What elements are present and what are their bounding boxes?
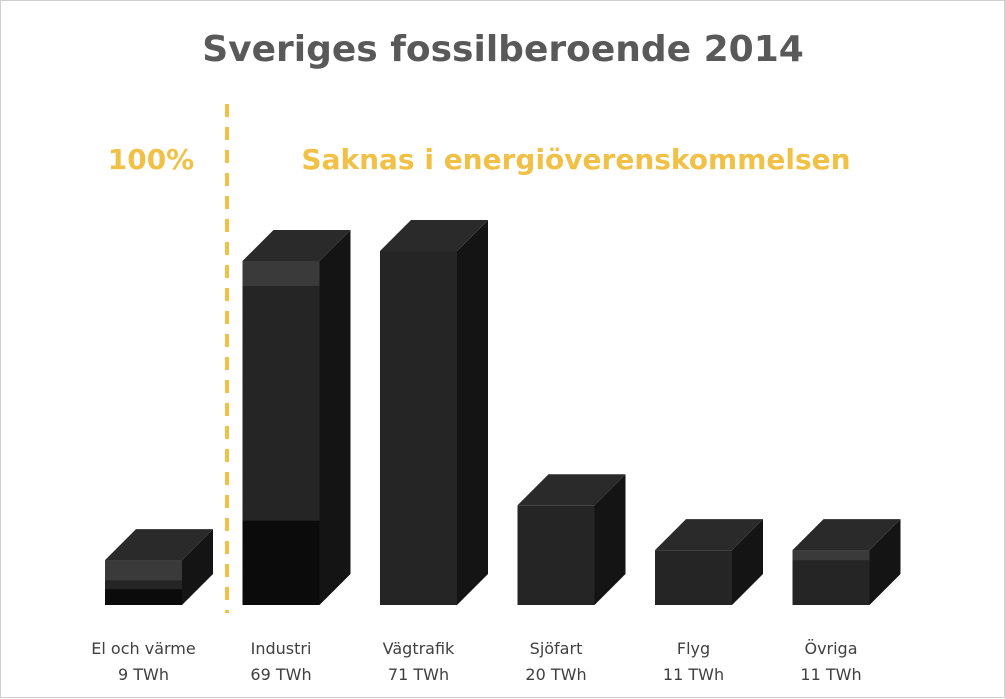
bar-top-vagtrafik: [380, 220, 488, 251]
value-label-sjofart: 20 TWh: [525, 665, 586, 684]
bar-side-el-och-varme: [182, 529, 213, 605]
category-label-industri: Industri: [251, 639, 312, 658]
value-label-el-och-varme: 9 TWh: [118, 665, 169, 684]
bar-vagtrafik: [380, 220, 488, 605]
bar-el-och-varme: [105, 529, 213, 605]
bar-top-sjofart: [517, 474, 626, 506]
bar-flyg: [655, 519, 763, 605]
bar-side-industri: [319, 229, 351, 605]
bar-front-vagtrafik: [380, 251, 457, 605]
annotation-100-percent: 100%: [108, 143, 195, 176]
bar-side-flyg: [732, 519, 763, 605]
bar-top-el-och-varme: [105, 529, 213, 561]
bars-group: [105, 220, 901, 605]
bar-top-flyg: [655, 519, 763, 551]
bar-top-industri: [242, 229, 351, 261]
bar-band-top-el-och-varme: [105, 560, 182, 581]
value-label-ovriga: 11 TWh: [800, 665, 861, 684]
bar-industri: [242, 229, 351, 605]
bar-side-sjofart: [594, 474, 626, 605]
chart-title: Sveriges fossilberoende 2014: [202, 29, 804, 70]
bar-front-flyg: [655, 550, 732, 605]
category-label-el-och-varme: El och värme: [91, 639, 195, 658]
category-label-flyg: Flyg: [677, 639, 710, 658]
bar-sjofart: [517, 474, 626, 605]
category-label-vagtrafik: Vägtrafik: [383, 639, 455, 658]
bar-band-top-industri: [242, 260, 320, 286]
annotation-saknas: Saknas i energiöverenskommelsen: [301, 143, 850, 176]
bar-side-ovriga: [869, 519, 901, 605]
category-label-sjofart: Sjöfart: [530, 639, 583, 658]
category-label-ovriga: Övriga: [804, 639, 857, 658]
bar-side-vagtrafik: [457, 220, 488, 605]
value-label-industri: 69 TWh: [250, 665, 311, 684]
value-label-vagtrafik: 71 TWh: [388, 665, 449, 684]
value-label-flyg: 11 TWh: [663, 665, 724, 684]
bar-band-bottom-industri: [242, 520, 320, 605]
bar-top-ovriga: [792, 519, 901, 551]
bar-ovriga: [792, 519, 901, 605]
labels-group: El och värme 9 TWh Industri 69 TWh Vägtrafik…: [91, 639, 861, 684]
bar-band-bottom-el-och-varme: [105, 589, 182, 605]
bar-band-top-ovriga: [792, 550, 870, 561]
bar-front-sjofart: [517, 505, 595, 605]
